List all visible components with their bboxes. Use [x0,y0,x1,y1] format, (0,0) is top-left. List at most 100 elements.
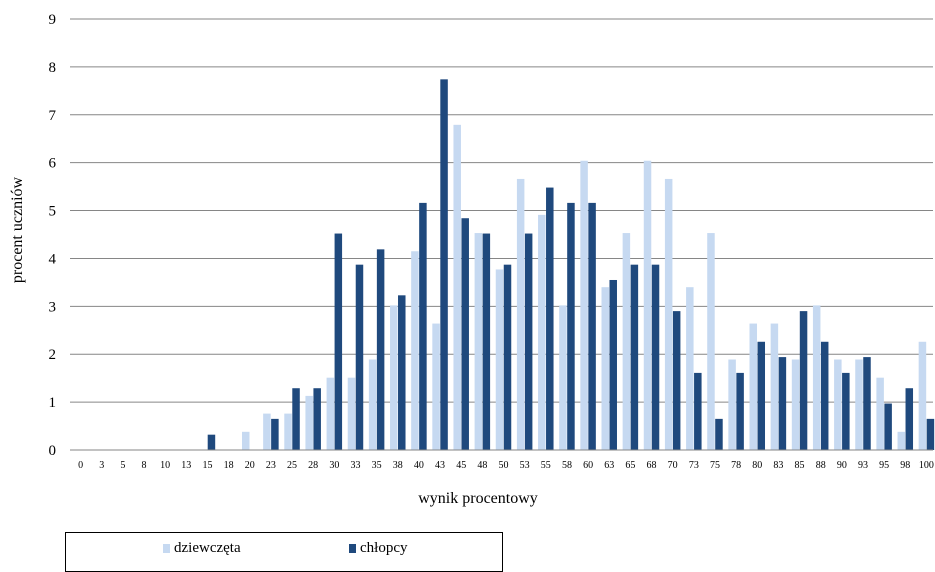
bar-dziewczeta-28 [305,395,313,450]
x-tick-label: 30 [329,460,339,471]
bar-dziewczeta-100 [918,341,927,450]
bar-chlopcy-28 [313,388,321,450]
bar-dziewczeta-80 [749,323,758,450]
bar-chlopcy-95 [884,403,892,450]
x-tick-label: 8 [142,460,147,471]
legend-label-dziewczeta: dziewczęta [174,540,241,556]
bar-dziewczeta-73 [686,287,694,450]
x-tick-label: 10 [160,460,170,471]
bar-dziewczeta-40 [411,251,419,450]
bar-dziewczeta-35 [368,359,377,450]
x-tick-label: 68 [647,460,657,471]
bar-dziewczeta-20 [241,431,250,450]
x-tick-label: 100 [919,460,934,471]
bar-dziewczeta-88 [812,305,821,450]
x-tick-label: 18 [224,460,234,471]
bar-chlopcy-73 [694,372,702,450]
bar-chlopcy-75 [715,418,723,450]
bars [207,79,935,450]
x-tick-label: 23 [266,460,276,471]
bar-chlopcy-30 [334,233,343,450]
y-tick-label: 6 [49,156,57,172]
bar-dziewczeta-85 [791,359,800,450]
y-tick-label: 5 [49,204,57,220]
bar-dziewczeta-33 [347,377,356,450]
x-tick-label: 15 [202,460,212,471]
bar-dziewczeta-53 [516,178,525,450]
x-tick-label: 53 [520,460,530,471]
bar-dziewczeta-23 [263,413,271,450]
y-tick-label: 8 [49,60,57,76]
x-tick-label: 25 [287,460,297,471]
bar-chlopcy-100 [926,418,935,450]
bar-dziewczeta-68 [643,160,652,450]
legend-item-dziewczeta: dziewczęta [163,540,241,557]
bar-chlopcy-85 [799,311,808,450]
x-tick-label: 58 [562,460,572,471]
y-tick-label: 4 [49,251,57,267]
bar-dziewczeta-98 [897,431,906,450]
bar-dziewczeta-90 [834,359,842,450]
x-tick-label: 50 [499,460,509,471]
bar-dziewczeta-60 [580,160,588,450]
bar-chlopcy-23 [271,418,279,450]
x-tick-label: 33 [350,460,360,471]
x-tick-label: 3 [99,460,104,471]
bar-dziewczeta-43 [432,323,440,450]
bar-chlopcy-40 [419,202,427,450]
x-tick-label: 45 [456,460,466,471]
x-tick-label: 88 [816,460,826,471]
bar-dziewczeta-63 [601,287,609,450]
x-tick-label: 48 [477,460,487,471]
legend-label-chlopcy: chłopcy [360,540,408,556]
bar-dziewczeta-45 [453,124,461,450]
bar-chlopcy-25 [292,388,300,450]
x-tick-label: 40 [414,460,424,471]
x-tick-label: 0 [78,460,83,471]
bar-dziewczeta-70 [664,178,673,450]
x-tick-label: 35 [372,460,382,471]
x-tick-label: 13 [181,460,191,471]
bar-chlopcy-35 [376,249,385,450]
x-tick-label: 65 [625,460,635,471]
y-tick-labels: 0 1 2 3 4 5 6 7 8 9 [49,12,57,459]
x-tick-label: 70 [668,460,678,471]
bar-chlopcy-83 [778,357,787,450]
bar-chlopcy-53 [524,233,533,450]
bar-chlopcy-88 [820,341,829,450]
y-tick-label: 7 [49,108,57,124]
bar-chlopcy-80 [757,341,766,450]
x-tick-label: 38 [393,460,403,471]
bar-chlopcy-68 [651,264,660,450]
y-tick-label: 0 [49,443,57,459]
x-tick-labels: 0 3 5 8 10 13 15 18 20 23 25 28 30 33 35 38 40 43 45 48 50 53… [78,460,934,471]
bar-chlopcy-45 [461,218,469,450]
x-tick-label: 5 [120,460,125,471]
x-tick-label: 85 [795,460,805,471]
legend-swatch-chlopcy [349,544,356,553]
x-tick-label: 28 [308,460,318,471]
y-axis-label: procent uczniów [9,176,26,283]
bar-chlopcy-15 [207,434,216,450]
x-tick-label: 95 [879,460,889,471]
bar-dziewczeta-55 [538,214,546,450]
bar-dziewczeta-25 [284,413,292,450]
legend: dziewczęta chłopcy [65,532,503,572]
y-tick-label: 2 [49,347,57,363]
bar-dziewczeta-58 [559,305,567,450]
x-tick-label: 98 [900,460,910,471]
x-tick-label: 63 [604,460,614,471]
bar-chlopcy-70 [672,311,681,450]
bar-dziewczeta-93 [855,359,863,450]
bar-chlopcy-50 [503,264,512,450]
x-tick-label: 73 [689,460,699,471]
x-tick-label: 78 [731,460,741,471]
y-tick-label: 1 [49,395,57,411]
bar-chlopcy-98 [905,388,914,450]
x-tick-label: 60 [583,460,593,471]
x-tick-label: 90 [837,460,847,471]
y-tick-label: 9 [49,12,57,28]
bar-dziewczeta-48 [474,233,483,450]
bar-dziewczeta-95 [876,377,884,450]
